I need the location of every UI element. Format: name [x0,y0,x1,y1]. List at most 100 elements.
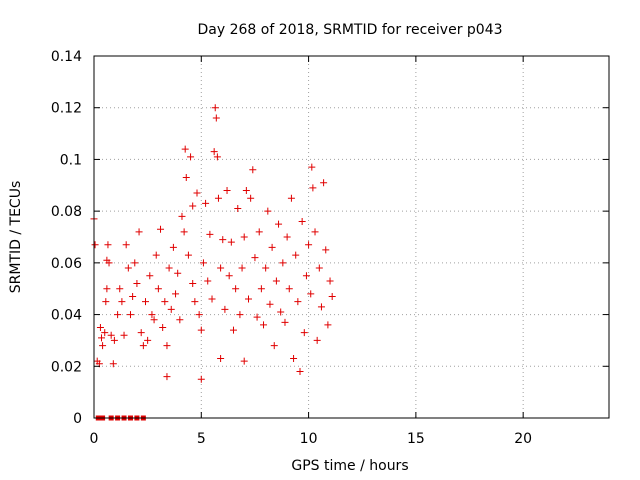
data-point [144,336,152,344]
data-point [294,298,302,306]
data-point [174,269,182,277]
y-tick-label: 0.14 [51,49,82,65]
data-point [236,311,244,319]
data-point [227,238,235,246]
data-point [240,357,248,365]
data-point [298,217,306,225]
data-point [165,264,173,272]
data-point [326,277,334,285]
data-point [129,292,137,300]
data-point [281,318,289,326]
data-point [120,331,128,339]
data-point [202,199,210,207]
data-point [214,194,222,202]
data-point [181,145,189,153]
y-tick-label: 0.12 [51,101,82,117]
data-point [219,236,227,244]
data-point [285,285,293,293]
x-tick-label: 0 [90,431,99,447]
data-point [208,295,216,303]
data-point [211,104,219,112]
data-point [251,254,259,262]
data-point [283,233,291,241]
data-point [98,334,106,342]
data-point [270,342,278,350]
data-point [169,243,177,251]
x-axis-label: GPS time / hours [291,458,408,474]
data-point [242,186,250,194]
data-point [262,264,270,272]
data-point [157,225,165,233]
data-point [197,375,205,383]
data-point [187,153,195,161]
data-point [99,342,107,350]
data-point [204,277,212,285]
data-point [122,241,130,249]
data-point [302,272,310,280]
data-point [315,264,323,272]
data-point [328,292,336,300]
data-point [197,326,205,334]
data-point [102,298,110,306]
data-point [277,308,285,316]
data-point [275,220,283,228]
data-point [253,313,261,321]
data-point [320,179,328,187]
data-point [212,114,220,122]
data-point [260,321,268,329]
data-point [249,166,257,174]
data-point [292,251,300,259]
data-point [114,311,122,319]
data-point [142,298,149,306]
data-point [131,259,139,267]
x-tick-label: 20 [514,431,532,447]
data-point [154,285,162,293]
y-tick-label: 0.04 [51,308,82,324]
data-point [116,285,124,293]
data-point [229,326,237,334]
data-point [189,280,197,288]
data-point [163,342,171,350]
data-point [305,241,313,249]
grid-lines [94,56,609,418]
data-point [311,228,319,236]
data-point [137,329,145,337]
data-point [135,228,143,236]
x-tick-label: 15 [407,431,425,447]
data-point [324,321,332,329]
x-tick-label: 10 [300,431,318,447]
data-point [217,264,225,272]
data-point [191,298,199,306]
data-point [101,329,109,337]
data-point [104,241,112,249]
data-point [290,355,298,363]
x-tick-label: 5 [197,431,206,447]
data-point [133,280,141,288]
chart-title: Day 268 of 2018, SRMTID for receiver p04… [197,22,502,38]
data-point [176,316,184,324]
axis-ticks: 0 5 10 15 20 0 0.02 0.04 0.06 0.08 0.1 0.12 0.14 [51,49,609,447]
data-point [213,153,221,161]
data-point [210,148,218,156]
data-point [223,186,231,194]
data-point [257,285,265,293]
data-point [126,311,134,319]
data-point [148,311,156,319]
y-tick-label: 0.08 [51,204,82,220]
data-point [107,331,115,339]
data-point [167,305,175,313]
data-point [217,355,225,363]
data-point [172,290,180,298]
data-point [308,163,316,171]
data-point [225,272,233,280]
data-point [234,205,242,213]
data-point [296,367,304,375]
data-point [240,233,248,241]
data-point [178,212,186,220]
data-points [90,104,336,421]
y-axis-label: SRMTID / TECUs [8,181,24,294]
data-point [180,228,188,236]
data-point [309,184,317,192]
data-point [124,264,132,272]
